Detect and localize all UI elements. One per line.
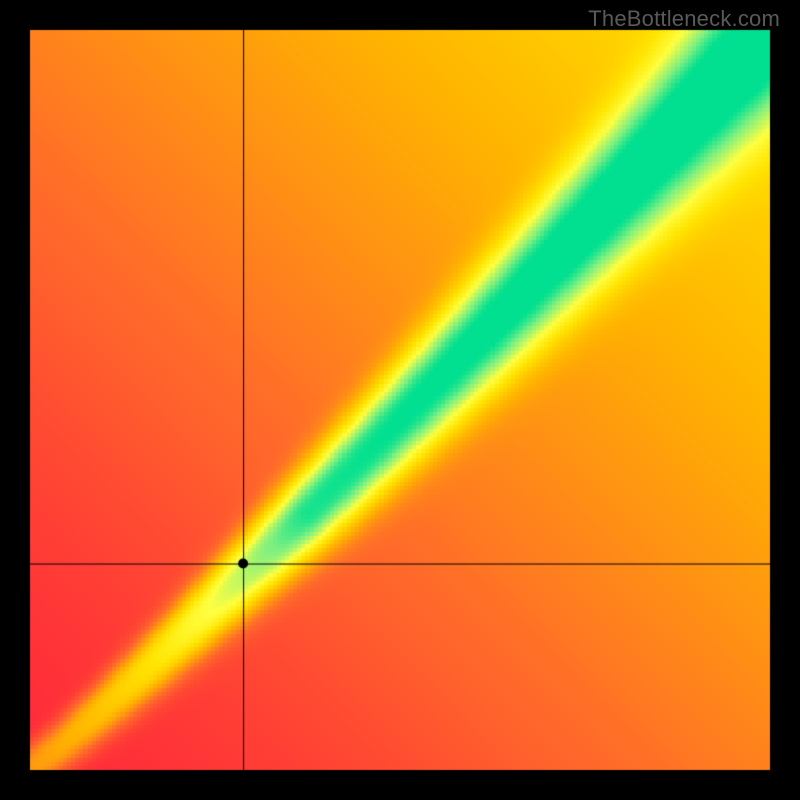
chart-container: TheBottleneck.com	[0, 0, 800, 800]
heatmap-canvas	[0, 0, 800, 800]
watermark-text: TheBottleneck.com	[588, 6, 780, 32]
